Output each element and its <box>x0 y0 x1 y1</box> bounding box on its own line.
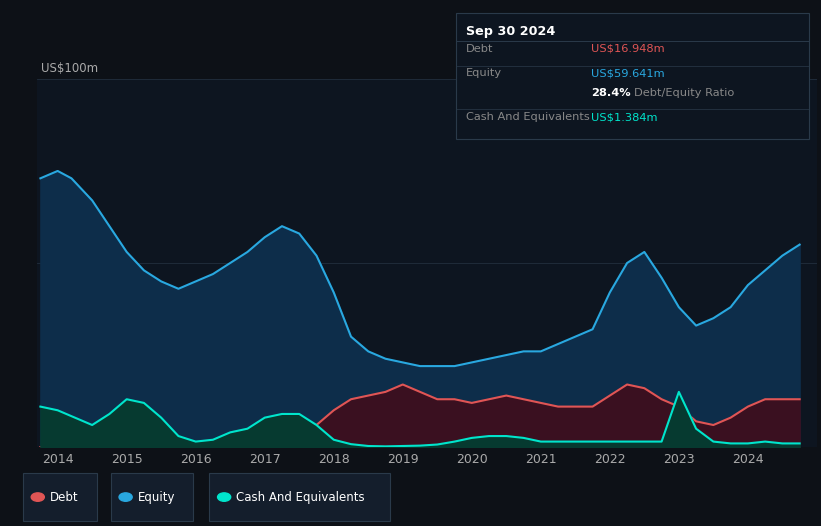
Text: US$100m: US$100m <box>41 62 98 75</box>
Text: Debt/Equity Ratio: Debt/Equity Ratio <box>634 88 734 98</box>
Text: Equity: Equity <box>466 68 502 78</box>
Text: Sep 30 2024: Sep 30 2024 <box>466 25 555 38</box>
Text: Equity: Equity <box>138 491 176 503</box>
Text: Cash And Equivalents: Cash And Equivalents <box>466 112 589 122</box>
Text: 28.4%: 28.4% <box>591 88 631 98</box>
Text: Cash And Equivalents: Cash And Equivalents <box>236 491 365 503</box>
Text: US$59.641m: US$59.641m <box>591 68 665 78</box>
Text: Debt: Debt <box>50 491 79 503</box>
Text: US$0: US$0 <box>41 430 71 443</box>
Text: US$1.384m: US$1.384m <box>591 112 658 122</box>
Text: US$16.948m: US$16.948m <box>591 44 665 54</box>
Text: Debt: Debt <box>466 44 493 54</box>
